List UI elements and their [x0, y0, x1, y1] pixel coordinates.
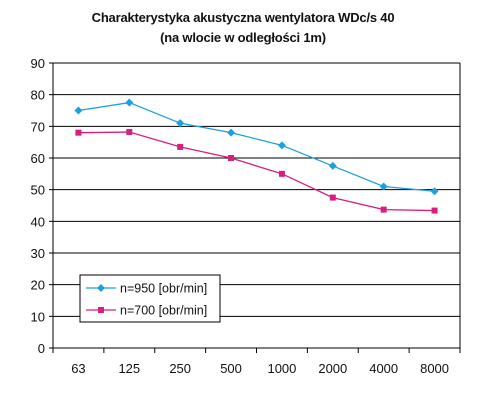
x-tick-label: 4000 [369, 361, 398, 376]
data-point [228, 155, 235, 161]
chart-subtitle: (na wlocie w odległości 1m) [160, 30, 326, 45]
series-1 [74, 98, 439, 196]
y-tick-label: 0 [38, 341, 45, 356]
legend-box [79, 274, 221, 323]
series-group [74, 98, 439, 214]
x-tick-label: 125 [118, 361, 140, 376]
data-point [126, 129, 133, 136]
x-tick-labels: 63 125 250 500 1000 2000 4000 8000 [71, 361, 449, 376]
data-point [329, 194, 336, 201]
y-tick-label: 20 [31, 278, 45, 293]
data-point [177, 143, 184, 150]
y-tick-label: 60 [31, 151, 45, 166]
data-point [430, 187, 439, 196]
series-line [78, 131, 435, 212]
data-point [380, 206, 387, 213]
legend-label: n=700 [obr/min] [120, 304, 207, 318]
chart-title: Charakterystyka akustyczna wentylatora W… [91, 10, 395, 25]
legend-swatch-marker [98, 307, 104, 313]
y-tick-label: 40 [31, 214, 45, 229]
y-tick-label: 50 [31, 183, 45, 198]
x-tick-label: 8000 [420, 361, 449, 376]
y-tick-label: 30 [31, 246, 45, 261]
x-tick-label: 2000 [318, 361, 347, 376]
x-tick-label: 250 [169, 361, 191, 376]
legend-item: n=700 [obr/min] [86, 304, 207, 318]
y-tick-label: 10 [31, 309, 45, 324]
y-tick-label: 70 [31, 119, 45, 134]
axes [49, 62, 461, 353]
data-point [75, 129, 82, 136]
data-point [125, 98, 134, 107]
data-point [74, 106, 83, 115]
legend: n=950 [obr/min] n=700 [obr/min] [79, 274, 221, 323]
data-point [176, 119, 185, 128]
data-point [277, 141, 286, 150]
data-point [431, 207, 438, 214]
y-tick-label: 90 [31, 56, 45, 71]
data-point [379, 182, 388, 191]
data-point [328, 161, 337, 170]
x-tick-label: 500 [220, 361, 242, 376]
legend-swatch-marker [97, 284, 105, 292]
x-tick-label: 1000 [267, 361, 296, 376]
legend-item: n=950 [obr/min] [86, 282, 207, 296]
y-tick-labels: 0 10 20 30 40 50 60 70 80 90 [31, 56, 45, 356]
x-tick-label: 63 [71, 361, 85, 376]
series-2 [75, 129, 438, 214]
legend-label: n=950 [obr/min] [120, 282, 207, 296]
data-point [278, 170, 285, 177]
data-point [227, 128, 236, 137]
series-line [78, 101, 435, 192]
y-tick-label: 80 [31, 88, 45, 103]
